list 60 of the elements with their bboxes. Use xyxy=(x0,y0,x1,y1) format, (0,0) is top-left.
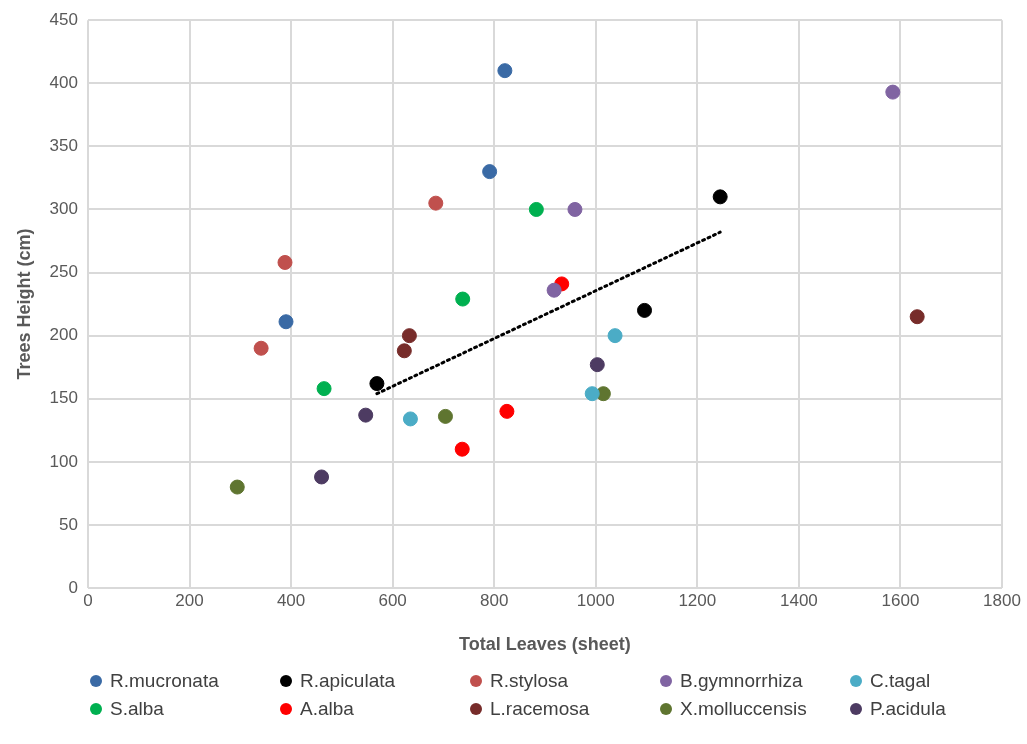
legend-label: X.molluccensis xyxy=(680,698,807,720)
legend-label: R.mucronata xyxy=(110,670,219,692)
legend-label: A.alba xyxy=(300,698,354,720)
point xyxy=(314,469,330,485)
y-axis-title: Trees Height (cm) xyxy=(13,228,34,380)
point xyxy=(401,328,417,344)
point xyxy=(497,63,513,79)
y-tick-label: 250 xyxy=(49,262,78,282)
x-tick-label: 200 xyxy=(175,590,204,610)
point xyxy=(253,340,269,356)
y-tick-label: 300 xyxy=(49,199,78,219)
point xyxy=(584,386,600,402)
x-tick-label: 800 xyxy=(480,590,509,610)
point xyxy=(437,408,453,424)
x-tick-label: 1000 xyxy=(576,590,615,610)
legend-label: S.alba xyxy=(110,698,164,720)
legend-label: L.racemosa xyxy=(490,698,590,720)
y-tick-label: 50 xyxy=(59,514,78,534)
y-tick-label: 100 xyxy=(49,451,78,471)
x-tick-label: 1400 xyxy=(779,590,818,610)
x-axis-title: Total Leaves (sheet) xyxy=(459,634,631,655)
y-tick-label: 400 xyxy=(49,72,78,92)
point xyxy=(428,195,444,211)
point xyxy=(546,282,562,298)
x-tick-label: 1600 xyxy=(881,590,920,610)
x-tick-label: 0 xyxy=(83,590,93,610)
x-tick-label: 1200 xyxy=(678,590,717,610)
x-tick-label: 1800 xyxy=(983,590,1021,610)
point xyxy=(316,381,332,397)
y-tick-label: 0 xyxy=(68,577,78,597)
point xyxy=(229,479,245,495)
point xyxy=(482,164,498,180)
y-tick-label: 450 xyxy=(49,9,78,29)
point xyxy=(589,357,605,373)
point xyxy=(402,411,418,427)
point xyxy=(369,376,385,392)
legend-label: C.tagal xyxy=(870,670,931,692)
point xyxy=(712,189,728,205)
point xyxy=(607,328,623,344)
point xyxy=(637,302,653,318)
y-tick-label: 350 xyxy=(49,136,78,156)
legend-label: P.acidula xyxy=(870,698,946,720)
point xyxy=(885,84,901,100)
legend-label: R.stylosa xyxy=(490,670,569,692)
point xyxy=(278,314,294,330)
legend-label: B.gymnorrhiza xyxy=(680,670,803,692)
point xyxy=(455,291,471,307)
x-tick-label: 400 xyxy=(276,590,306,610)
point xyxy=(396,343,412,359)
point xyxy=(358,407,374,423)
point xyxy=(454,441,470,457)
x-tick-label: 600 xyxy=(378,590,407,610)
point xyxy=(277,254,293,270)
y-tick-label: 200 xyxy=(49,325,78,345)
legend-label: R.apiculata xyxy=(300,670,396,692)
point xyxy=(909,309,925,325)
point xyxy=(528,201,544,217)
point xyxy=(567,201,583,217)
y-tick-label: 150 xyxy=(49,388,78,408)
point xyxy=(499,403,515,419)
